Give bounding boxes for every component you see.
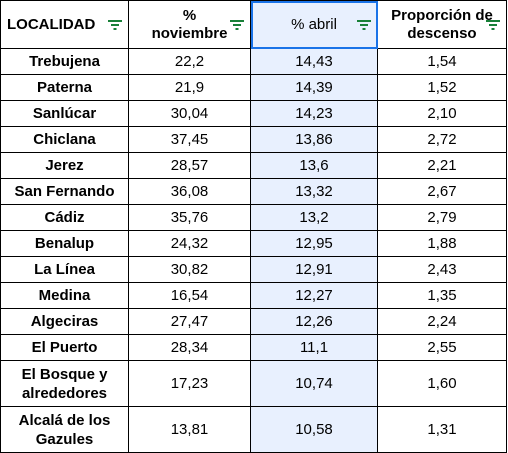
- cell-noviembre[interactable]: 37,45: [128, 126, 251, 153]
- cell-localidad[interactable]: Chiclana: [0, 126, 129, 153]
- cell-proporcion[interactable]: 1,52: [377, 74, 507, 101]
- cell-abril[interactable]: 13,6: [250, 152, 378, 179]
- cell-abril[interactable]: 10,58: [250, 406, 378, 453]
- table-row: Benalup 24,32 12,95 1,88: [0, 230, 507, 257]
- cell-noviembre[interactable]: 30,04: [128, 100, 251, 127]
- column-header-localidad[interactable]: LOCALIDAD: [0, 0, 129, 49]
- cell-localidad[interactable]: Jerez: [0, 152, 129, 179]
- cell-abril[interactable]: 13,32: [250, 178, 378, 205]
- table-row: Jerez 28,57 13,6 2,21: [0, 152, 507, 179]
- cell-localidad[interactable]: Algeciras: [0, 308, 129, 335]
- table-row: Paterna 21,9 14,39 1,52: [0, 74, 507, 101]
- cell-localidad[interactable]: Trebujena: [0, 48, 129, 75]
- table-row: Chiclana 37,45 13,86 2,72: [0, 126, 507, 153]
- cell-abril[interactable]: 12,27: [250, 282, 378, 309]
- cell-noviembre[interactable]: 36,08: [128, 178, 251, 205]
- cell-proporcion[interactable]: 1,35: [377, 282, 507, 309]
- filter-icon[interactable]: [108, 19, 122, 30]
- header-label: LOCALIDAD: [7, 15, 96, 33]
- cell-abril[interactable]: 10,74: [250, 360, 378, 407]
- cell-localidad[interactable]: La Línea: [0, 256, 129, 283]
- cell-proporcion[interactable]: 2,67: [377, 178, 507, 205]
- cell-proporcion[interactable]: 2,55: [377, 334, 507, 361]
- filter-icon[interactable]: [486, 19, 500, 30]
- cell-abril[interactable]: 12,26: [250, 308, 378, 335]
- cell-noviembre[interactable]: 28,34: [128, 334, 251, 361]
- cell-localidad[interactable]: Alcalá de los Gazules: [0, 406, 129, 453]
- cell-localidad[interactable]: Cádiz: [0, 204, 129, 231]
- cell-proporcion[interactable]: 2,24: [377, 308, 507, 335]
- filter-icon[interactable]: [357, 19, 371, 30]
- column-header-proporcion[interactable]: Proporción de descenso: [377, 0, 507, 49]
- cell-abril[interactable]: 13,86: [250, 126, 378, 153]
- table-row: Medina 16,54 12,27 1,35: [0, 282, 507, 309]
- cell-proporcion[interactable]: 2,21: [377, 152, 507, 179]
- cell-localidad[interactable]: El Puerto: [0, 334, 129, 361]
- cell-localidad[interactable]: Medina: [0, 282, 129, 309]
- column-header-abril[interactable]: % abril: [250, 0, 378, 49]
- header-label: Proporción de descenso: [391, 6, 493, 42]
- cell-abril[interactable]: 14,23: [250, 100, 378, 127]
- cell-proporcion[interactable]: 2,10: [377, 100, 507, 127]
- cell-localidad[interactable]: Benalup: [0, 230, 129, 257]
- cell-noviembre[interactable]: 28,57: [128, 152, 251, 179]
- cell-proporcion[interactable]: 2,43: [377, 256, 507, 283]
- cell-proporcion[interactable]: 2,79: [377, 204, 507, 231]
- cell-abril[interactable]: 13,2: [250, 204, 378, 231]
- cell-abril[interactable]: 11,1: [250, 334, 378, 361]
- table-row: La Línea 30,82 12,91 2,43: [0, 256, 507, 283]
- table-row: San Fernando 36,08 13,32 2,67: [0, 178, 507, 205]
- cell-proporcion[interactable]: 1,54: [377, 48, 507, 75]
- table-row: Sanlúcar 30,04 14,23 2,10: [0, 100, 507, 127]
- cell-localidad[interactable]: Sanlúcar: [0, 100, 129, 127]
- cell-noviembre[interactable]: 13,81: [128, 406, 251, 453]
- cell-noviembre[interactable]: 16,54: [128, 282, 251, 309]
- cell-noviembre[interactable]: 21,9: [128, 74, 251, 101]
- cell-noviembre[interactable]: 24,32: [128, 230, 251, 257]
- cell-localidad[interactable]: San Fernando: [0, 178, 129, 205]
- cell-localidad[interactable]: El Bosque y alrededores: [0, 360, 129, 407]
- header-row: LOCALIDAD % noviembre % abril Proporción…: [0, 0, 507, 49]
- cell-noviembre[interactable]: 17,23: [128, 360, 251, 407]
- cell-proporcion[interactable]: 1,60: [377, 360, 507, 407]
- cell-abril[interactable]: 12,95: [250, 230, 378, 257]
- table-row: Cádiz 35,76 13,2 2,79: [0, 204, 507, 231]
- cell-noviembre[interactable]: 30,82: [128, 256, 251, 283]
- table-row: El Puerto 28,34 11,1 2,55: [0, 334, 507, 361]
- column-header-noviembre[interactable]: % noviembre: [128, 0, 251, 49]
- table-row: Trebujena 22,2 14,43 1,54: [0, 48, 507, 75]
- cell-proporcion[interactable]: 1,31: [377, 406, 507, 453]
- table-row: El Bosque y alrededores 17,23 10,74 1,60: [0, 360, 507, 407]
- cell-proporcion[interactable]: 2,72: [377, 126, 507, 153]
- cell-noviembre[interactable]: 35,76: [128, 204, 251, 231]
- cell-noviembre[interactable]: 22,2: [128, 48, 251, 75]
- cell-localidad[interactable]: Paterna: [0, 74, 129, 101]
- table-row: Alcalá de los Gazules 13,81 10,58 1,31: [0, 406, 507, 453]
- header-label: % noviembre: [151, 6, 228, 42]
- cell-abril[interactable]: 12,91: [250, 256, 378, 283]
- cell-abril[interactable]: 14,39: [250, 74, 378, 101]
- cell-proporcion[interactable]: 1,88: [377, 230, 507, 257]
- cell-abril[interactable]: 14,43: [250, 48, 378, 75]
- cell-noviembre[interactable]: 27,47: [128, 308, 251, 335]
- table-row: Algeciras 27,47 12,26 2,24: [0, 308, 507, 335]
- filter-icon[interactable]: [230, 19, 244, 30]
- header-label: % abril: [291, 15, 337, 33]
